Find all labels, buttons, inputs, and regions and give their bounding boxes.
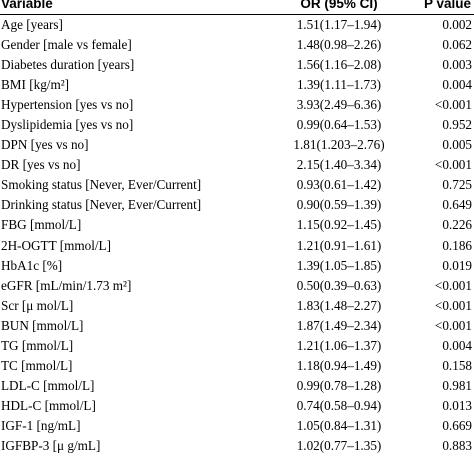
p-value-cell: 0.186 xyxy=(400,236,474,256)
p-value-cell: 0.013 xyxy=(400,396,474,416)
header-row: Variable OR (95% CI) P value xyxy=(0,0,474,15)
odds-ratio-cell: 1.87(1.49–2.34) xyxy=(278,316,400,336)
header-p-value: P value xyxy=(400,0,474,15)
p-value-cell: 0.003 xyxy=(400,55,474,75)
table-row: Drinking status [Never, Ever/Current]0.9… xyxy=(0,195,474,215)
table-row: IGF-1 [ng/mL]1.05(0.84–1.31)0.669 xyxy=(0,416,474,436)
p-value-cell: <0.001 xyxy=(400,95,474,115)
variable-cell: Gender [male vs female] xyxy=(0,35,278,55)
odds-ratio-cell: 1.48(0.98–2.26) xyxy=(278,35,400,55)
table-header: Variable OR (95% CI) P value xyxy=(0,0,474,15)
variable-cell: Hypertension [yes vs no] xyxy=(0,95,278,115)
odds-ratio-cell: 0.50(0.39–0.63) xyxy=(278,276,400,296)
variable-cell: HDL-C [mmol/L] xyxy=(0,396,278,416)
table-row: LDL-C [mmol/L]0.99(0.78–1.28)0.981 xyxy=(0,376,474,396)
variable-cell: Drinking status [Never, Ever/Current] xyxy=(0,195,278,215)
variable-cell: DPN [yes vs no] xyxy=(0,135,278,155)
odds-ratio-cell: 0.99(0.78–1.28) xyxy=(278,376,400,396)
odds-ratio-cell: 1.21(1.06–1.37) xyxy=(278,336,400,356)
p-value-cell: 0.952 xyxy=(400,115,474,135)
table-row: Dyslipidemia [yes vs no]0.99(0.64–1.53)0… xyxy=(0,115,474,135)
p-value-cell: 0.981 xyxy=(400,376,474,396)
p-value-cell: 0.019 xyxy=(400,256,474,276)
odds-ratio-cell: 1.81(1.203–2.76) xyxy=(278,135,400,155)
odds-ratio-cell: 1.83(1.48–2.27) xyxy=(278,296,400,316)
table-row: eGFR [mL/min/1.73 m²]0.50(0.39–0.63)<0.0… xyxy=(0,276,474,296)
table-row: Gender [male vs female]1.48(0.98–2.26)0.… xyxy=(0,35,474,55)
variable-cell: LDL-C [mmol/L] xyxy=(0,376,278,396)
variable-cell: Smoking status [Never, Ever/Current] xyxy=(0,175,278,195)
p-value-cell: 0.002 xyxy=(400,15,474,36)
table-row: Smoking status [Never, Ever/Current]0.93… xyxy=(0,175,474,195)
p-value-cell: 0.725 xyxy=(400,175,474,195)
odds-ratio-cell: 0.99(0.64–1.53) xyxy=(278,115,400,135)
odds-ratio-cell: 0.74(0.58–0.94) xyxy=(278,396,400,416)
variable-cell: IGF-1 [ng/mL] xyxy=(0,416,278,436)
p-value-cell: <0.001 xyxy=(400,316,474,336)
table-row: DPN [yes vs no]1.81(1.203–2.76)0.005 xyxy=(0,135,474,155)
header-odds-ratio: OR (95% CI) xyxy=(278,0,400,15)
odds-ratio-cell: 1.56(1.16–2.08) xyxy=(278,55,400,75)
odds-ratio-cell: 1.18(0.94–1.49) xyxy=(278,356,400,376)
p-value-cell: 0.649 xyxy=(400,195,474,215)
odds-ratio-cell: 1.05(0.84–1.31) xyxy=(278,416,400,436)
variable-cell: TG [mmol/L] xyxy=(0,336,278,356)
table-row: FBG [mmol/L]1.15(0.92–1.45)0.226 xyxy=(0,215,474,235)
odds-ratio-cell: 3.93(2.49–6.36) xyxy=(278,95,400,115)
variable-cell: FBG [mmol/L] xyxy=(0,215,278,235)
odds-ratio-cell: 1.51(1.17–1.94) xyxy=(278,15,400,36)
table-row: HDL-C [mmol/L]0.74(0.58–0.94)0.013 xyxy=(0,396,474,416)
p-value-cell: <0.001 xyxy=(400,155,474,175)
table-row: DR [yes vs no]2.15(1.40–3.34)<0.001 xyxy=(0,155,474,175)
table-row: TG [mmol/L]1.21(1.06–1.37)0.004 xyxy=(0,336,474,356)
p-value-cell: 0.226 xyxy=(400,215,474,235)
table-row: TC [mmol/L]1.18(0.94–1.49)0.158 xyxy=(0,356,474,376)
p-value-cell: <0.001 xyxy=(400,296,474,316)
odds-ratio-cell: 0.93(0.61–1.42) xyxy=(278,175,400,195)
variable-cell: Age [years] xyxy=(0,15,278,36)
odds-ratio-cell: 2.15(1.40–3.34) xyxy=(278,155,400,175)
variable-cell: BUN [mmol/L] xyxy=(0,316,278,336)
table-row: BMI [kg/m²]1.39(1.11–1.73)0.004 xyxy=(0,75,474,95)
variable-cell: 2H-OGTT [mmol/L] xyxy=(0,236,278,256)
p-value-cell: 0.005 xyxy=(400,135,474,155)
variable-cell: TC [mmol/L] xyxy=(0,356,278,376)
table-row: Diabetes duration [years]1.56(1.16–2.08)… xyxy=(0,55,474,75)
variable-cell: Scr [μ mol/L] xyxy=(0,296,278,316)
table-row: Hypertension [yes vs no]3.93(2.49–6.36)<… xyxy=(0,95,474,115)
variable-cell: DR [yes vs no] xyxy=(0,155,278,175)
odds-ratio-cell: 1.39(1.11–1.73) xyxy=(278,75,400,95)
p-value-cell: 0.062 xyxy=(400,35,474,55)
table-row: HbA1c [%]1.39(1.05–1.85)0.019 xyxy=(0,256,474,276)
variable-cell: Diabetes duration [years] xyxy=(0,55,278,75)
odds-ratio-cell: 0.90(0.59–1.39) xyxy=(278,195,400,215)
p-value-cell: <0.001 xyxy=(400,276,474,296)
variable-cell: Dyslipidemia [yes vs no] xyxy=(0,115,278,135)
p-value-cell: 0.158 xyxy=(400,356,474,376)
odds-ratio-cell: 1.39(1.05–1.85) xyxy=(278,256,400,276)
header-variable: Variable xyxy=(0,0,278,15)
p-value-cell: 0.004 xyxy=(400,75,474,95)
variable-cell: HbA1c [%] xyxy=(0,256,278,276)
variable-cell: BMI [kg/m²] xyxy=(0,75,278,95)
p-value-cell: 0.669 xyxy=(400,416,474,436)
table-row: Scr [μ mol/L]1.83(1.48–2.27)<0.001 xyxy=(0,296,474,316)
table-row: BUN [mmol/L]1.87(1.49–2.34)<0.001 xyxy=(0,316,474,336)
odds-ratio-cell: 1.15(0.92–1.45) xyxy=(278,215,400,235)
variable-cell: eGFR [mL/min/1.73 m²] xyxy=(0,276,278,296)
table-row: 2H-OGTT [mmol/L]1.21(0.91–1.61)0.186 xyxy=(0,236,474,256)
table-row: Age [years]1.51(1.17–1.94)0.002 xyxy=(0,15,474,36)
odds-ratio-cell: 1.21(0.91–1.61) xyxy=(278,236,400,256)
p-value-cell: 0.004 xyxy=(400,336,474,356)
